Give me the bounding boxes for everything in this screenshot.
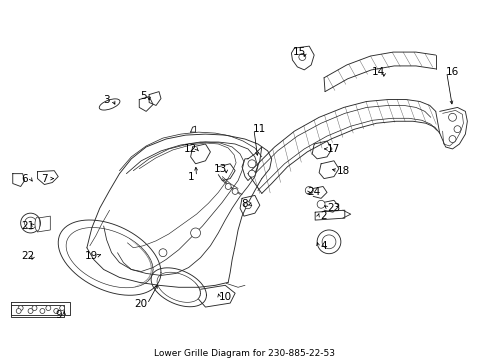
Circle shape <box>248 170 255 177</box>
Text: 21: 21 <box>21 221 34 231</box>
Circle shape <box>159 249 166 257</box>
Circle shape <box>232 189 238 194</box>
Circle shape <box>40 309 45 314</box>
Circle shape <box>46 306 51 311</box>
Text: 14: 14 <box>371 67 384 77</box>
Text: 12: 12 <box>183 144 197 154</box>
Text: 20: 20 <box>134 299 147 309</box>
Text: 9: 9 <box>55 310 61 320</box>
Text: 18: 18 <box>337 166 350 176</box>
Circle shape <box>20 213 41 233</box>
Text: 13: 13 <box>213 164 226 174</box>
Text: 4: 4 <box>320 241 326 251</box>
Circle shape <box>298 54 305 60</box>
Circle shape <box>317 230 340 254</box>
Text: 7: 7 <box>41 174 48 184</box>
Text: 24: 24 <box>307 188 320 197</box>
Text: 1: 1 <box>187 172 194 181</box>
Text: 11: 11 <box>253 124 266 134</box>
Circle shape <box>317 200 325 208</box>
Ellipse shape <box>99 99 120 110</box>
Circle shape <box>32 306 37 311</box>
Circle shape <box>54 309 59 314</box>
Text: 2: 2 <box>320 211 326 221</box>
Text: 15: 15 <box>292 47 305 57</box>
Text: 23: 23 <box>326 203 340 213</box>
Circle shape <box>448 136 455 143</box>
Circle shape <box>453 126 460 132</box>
Circle shape <box>305 186 312 194</box>
Text: 19: 19 <box>85 251 98 261</box>
Text: 3: 3 <box>103 95 110 104</box>
Circle shape <box>18 306 23 311</box>
Circle shape <box>24 217 37 229</box>
Text: 10: 10 <box>218 292 231 302</box>
Circle shape <box>247 160 255 168</box>
Text: 17: 17 <box>326 144 340 154</box>
Text: 6: 6 <box>21 174 28 184</box>
Text: 5: 5 <box>140 91 146 100</box>
Circle shape <box>244 202 251 209</box>
Circle shape <box>16 309 21 314</box>
Circle shape <box>60 306 64 311</box>
Text: Lower Grille Diagram for 230-885-22-53: Lower Grille Diagram for 230-885-22-53 <box>154 348 334 357</box>
Circle shape <box>225 184 231 189</box>
Circle shape <box>28 309 33 314</box>
Circle shape <box>190 228 200 238</box>
Text: 8: 8 <box>241 199 248 209</box>
Circle shape <box>447 113 455 121</box>
Circle shape <box>322 235 335 249</box>
Text: 16: 16 <box>445 67 458 77</box>
Text: 22: 22 <box>21 251 34 261</box>
Ellipse shape <box>35 217 40 231</box>
